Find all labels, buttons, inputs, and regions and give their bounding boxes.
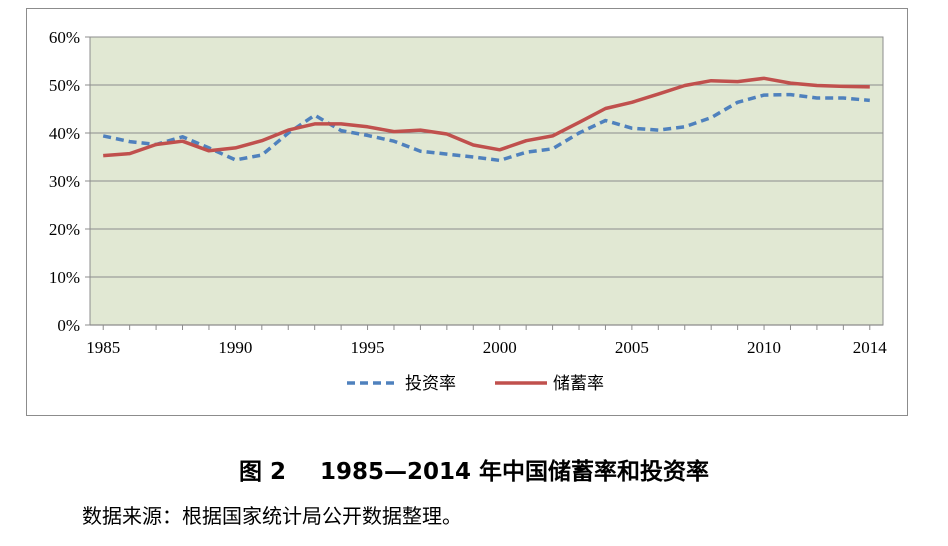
y-tick-label: 40% xyxy=(49,124,80,143)
figure-label: 图 2 xyxy=(238,459,286,485)
legend-label-2: 储蓄率 xyxy=(553,374,604,394)
x-tick-label: 2010 xyxy=(747,338,781,357)
x-tick-label: 1990 xyxy=(218,338,252,357)
y-tick-label: 20% xyxy=(49,220,80,239)
y-tick-label: 60% xyxy=(49,28,80,47)
series-line-2 xyxy=(103,76,870,158)
series-line-1 xyxy=(102,92,870,163)
y-tick-label: 30% xyxy=(49,172,80,191)
figure-title: 1985—2014 年中国储蓄率和投资率 xyxy=(319,459,710,485)
source-note: 数据来源：根据国家统计局公开数据整理。 xyxy=(82,504,462,528)
x-tick-label: 2005 xyxy=(615,338,649,357)
y-tick-label: 0% xyxy=(57,316,80,335)
figure-caption: 图 2 1985—2014 年中国储蓄率和投资率 xyxy=(0,452,948,486)
legend-label-1: 投资率 xyxy=(405,374,456,394)
x-tick-label: 1995 xyxy=(351,338,385,357)
line-chart: 0% 10% 20% 30% 40% 50% 60% 1985 1990 1995 2000 2005… xyxy=(49,28,888,394)
y-tick-label: 50% xyxy=(49,76,80,95)
y-tick-label: 10% xyxy=(49,268,80,287)
x-tick-label: 2014 xyxy=(853,338,888,357)
x-tick-label: 1985 xyxy=(86,338,120,357)
x-tick-label: 2000 xyxy=(483,338,517,357)
chart-frame: 0% 10% 20% 30% 40% 50% 60% 1985 1990 1995 2000 2005… xyxy=(26,8,908,416)
